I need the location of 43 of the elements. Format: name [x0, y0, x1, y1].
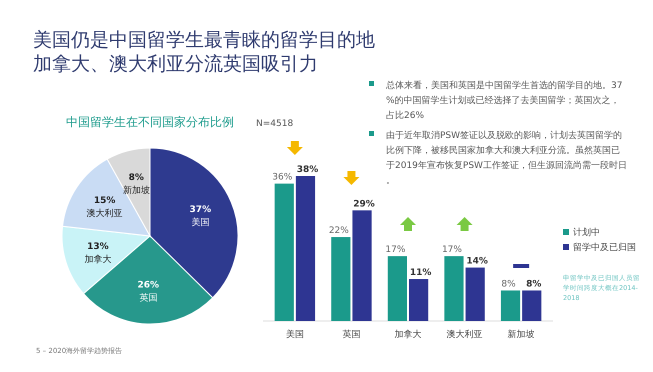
data-label: 14% [466, 256, 488, 267]
text: 总体来看，美国和英国是中国留学生首选的留学目的地。37%的中国留学生计划或已经选择了去美国留学；英国次之，占比26% [385, 80, 622, 121]
slice-label: 美国 [191, 216, 210, 228]
data-label: 8% [128, 173, 144, 184]
x-tick-label: 英国 [342, 329, 360, 340]
x-tick-label: 新加坡 [508, 329, 535, 340]
text: N=4518 [256, 119, 294, 129]
data-label: 8% [526, 279, 542, 290]
slice-label: 澳大利亚 [86, 208, 123, 219]
bar [466, 268, 485, 321]
legend-label: 留学中及已归国 [573, 242, 636, 253]
data-label: 37% [190, 204, 212, 215]
data-label: 17% [385, 245, 406, 256]
data-label: 26% [137, 280, 160, 291]
bar [409, 279, 428, 321]
text: 美国仍是中国留学生最青睐的留学目的地 [33, 29, 375, 51]
data-label: 15% [94, 196, 116, 206]
data-label: 22% [328, 226, 350, 236]
x-tick-label: 加拿大 [394, 329, 422, 340]
bar [388, 256, 407, 321]
slice-label: 新加坡 [122, 185, 150, 196]
legend-label: 计划中 [573, 227, 600, 238]
annotation: 由于近年取消PSW签证以及脱欧的影响，计划去英国留学的比例下降，被移民国家加拿大和澳大利亚分流。虽然英国已于2019年宣布恢复PSW工作签证，但生源回流尚需一段时日。 [386, 130, 627, 186]
bar [522, 290, 542, 321]
bar [331, 237, 350, 321]
x-tick-label: 美国 [286, 329, 304, 340]
data-label: 38% [296, 165, 318, 175]
bar [444, 256, 464, 321]
bar [274, 184, 294, 321]
data-label: 29% [353, 199, 375, 210]
slice-label: 英国 [139, 292, 158, 304]
data-label: 17% [442, 245, 462, 256]
data-label: 13% [87, 242, 109, 252]
x-tick-label: 澳大利亚 [446, 329, 483, 340]
bar [352, 210, 372, 321]
slice-label: 加拿大 [84, 254, 112, 266]
data-label: 36% [272, 172, 293, 183]
data-label: 8% [501, 279, 516, 290]
text: 加拿大、澳大利亚分流英国吸引力 [33, 53, 318, 75]
bar [296, 176, 316, 321]
bar [500, 290, 520, 321]
data-label: 11% [410, 268, 432, 278]
chart-title: 中国留学生在不同国家分布比例 [66, 115, 234, 129]
